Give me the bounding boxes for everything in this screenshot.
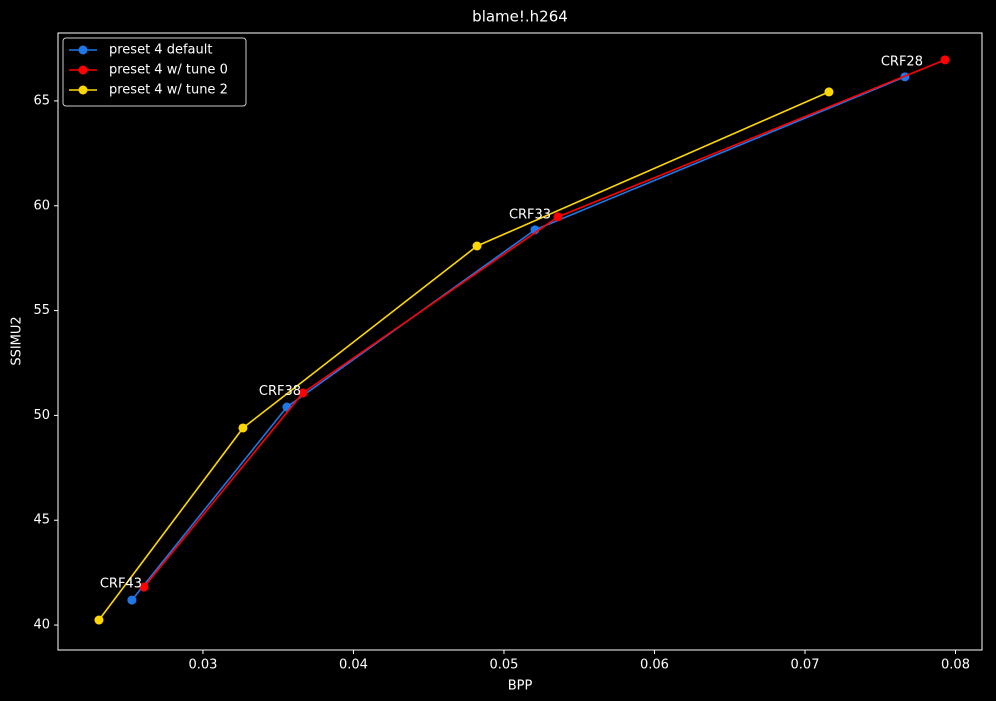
line [98, 91, 830, 621]
x-tick-label: 0.06 [640, 658, 669, 673]
point [553, 212, 563, 222]
legend-marker [78, 85, 88, 95]
y-tick-label: 40 [33, 618, 50, 633]
legend-label: preset 4 w/ tune 0 [109, 63, 228, 78]
x-tick-label: 0.08 [941, 658, 970, 673]
annotation: CRF43 [100, 576, 142, 591]
y-tick-label: 55 [33, 303, 50, 318]
chart-title: blame!.h264 [472, 8, 568, 26]
x-tick-label: 0.04 [339, 658, 368, 673]
point [940, 55, 950, 65]
y-tick-label: 50 [33, 408, 50, 423]
legend-marker [78, 65, 88, 75]
point [824, 87, 834, 97]
point [139, 582, 149, 592]
annotation: CRF28 [881, 54, 923, 69]
y-tick-label: 60 [33, 198, 50, 213]
legend-label: preset 4 default [109, 43, 212, 58]
x-tick-label: 0.07 [791, 658, 820, 673]
point [238, 423, 248, 433]
x-tick-label: 0.03 [188, 658, 217, 673]
line [131, 76, 906, 601]
annotation: CRF38 [259, 384, 301, 399]
legend: preset 4 default preset 4 w/ tune 0 preset… [62, 37, 247, 107]
line [143, 59, 946, 588]
legend-box [62, 37, 247, 107]
point [298, 388, 308, 398]
legend-marker [78, 45, 88, 55]
annotation: CRF33 [509, 207, 551, 222]
point [94, 615, 104, 625]
x-axis-label: BPP [508, 679, 533, 694]
legend-label: preset 4 w/ tune 2 [109, 83, 228, 98]
point [282, 402, 292, 412]
y-tick-label: 65 [33, 93, 50, 108]
y-axis-label: SSIMU2 [10, 316, 25, 365]
point [127, 595, 137, 605]
point [472, 241, 482, 251]
y-tick-label: 45 [33, 513, 50, 528]
plot-frame [57, 32, 983, 651]
x-tick-label: 0.05 [489, 658, 518, 673]
